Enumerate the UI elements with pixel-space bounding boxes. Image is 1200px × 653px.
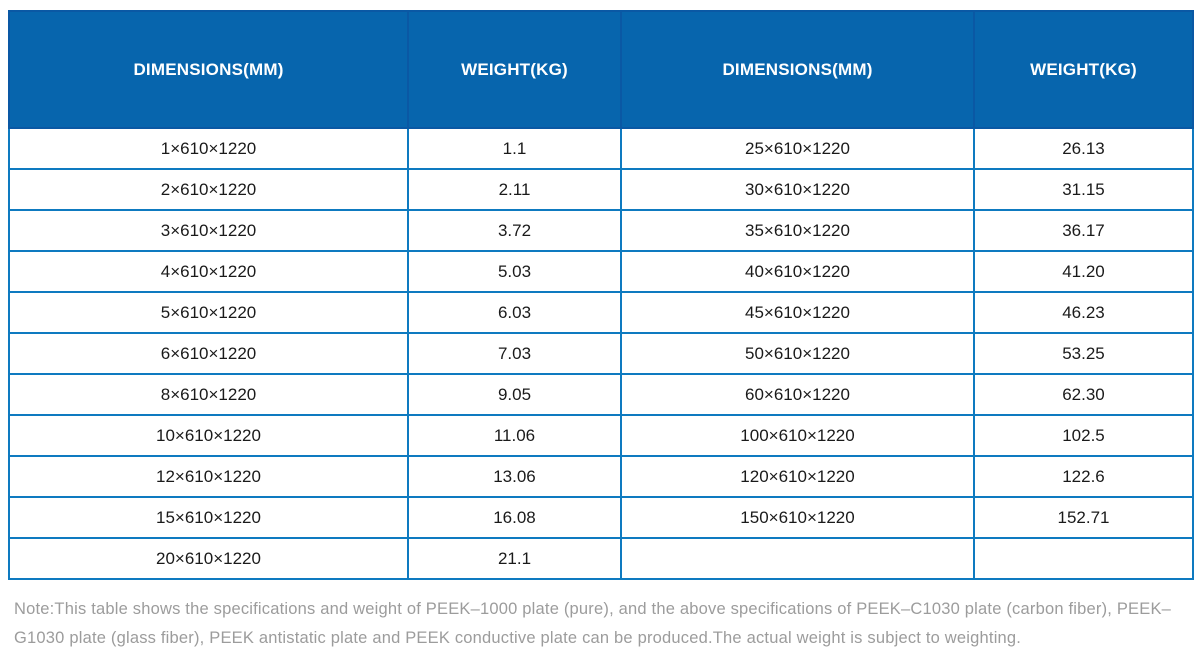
dimension-cell: 4×610×1220 bbox=[8, 250, 409, 293]
dimension-cell: 2×610×1220 bbox=[8, 168, 409, 211]
table-row: 10×610×1220 11.06 100×610×1220 102.5 bbox=[8, 414, 1194, 457]
dimension-cell: 3×610×1220 bbox=[8, 209, 409, 252]
dimension-cell: 5×610×1220 bbox=[8, 291, 409, 334]
weight-cell: 122.6 bbox=[973, 455, 1194, 498]
dimension-cell: 8×610×1220 bbox=[8, 373, 409, 416]
dimension-cell: 6×610×1220 bbox=[8, 332, 409, 375]
weight-cell: 9.05 bbox=[407, 373, 622, 416]
table-row: 12×610×1220 13.06 120×610×1220 122.6 bbox=[8, 455, 1194, 498]
weight-cell: 1.1 bbox=[407, 127, 622, 170]
weight-cell: 41.20 bbox=[973, 250, 1194, 293]
dimension-cell: 10×610×1220 bbox=[8, 414, 409, 457]
dimension-cell: 12×610×1220 bbox=[8, 455, 409, 498]
table-row: 8×610×1220 9.05 60×610×1220 62.30 bbox=[8, 373, 1194, 416]
weight-cell: 152.71 bbox=[973, 496, 1194, 539]
weight-cell: 13.06 bbox=[407, 455, 622, 498]
table-row: 4×610×1220 5.03 40×610×1220 41.20 bbox=[8, 250, 1194, 293]
table-row: 1×610×1220 1.1 25×610×1220 26.13 bbox=[8, 127, 1194, 170]
weight-cell: 7.03 bbox=[407, 332, 622, 375]
dimension-cell: 1×610×1220 bbox=[8, 127, 409, 170]
header-row: DIMENSIONS(MM) WEIGHT(KG) DIMENSIONS(MM)… bbox=[8, 10, 1194, 129]
weight-cell: 6.03 bbox=[407, 291, 622, 334]
table-header: DIMENSIONS(MM) WEIGHT(KG) DIMENSIONS(MM)… bbox=[8, 10, 1194, 129]
table-row: 6×610×1220 7.03 50×610×1220 53.25 bbox=[8, 332, 1194, 375]
weight-cell: 11.06 bbox=[407, 414, 622, 457]
weight-cell: 53.25 bbox=[973, 332, 1194, 375]
weight-cell: 2.11 bbox=[407, 168, 622, 211]
dimension-cell: 25×610×1220 bbox=[620, 127, 975, 170]
dimension-cell: 15×610×1220 bbox=[8, 496, 409, 539]
dimension-cell: 40×610×1220 bbox=[620, 250, 975, 293]
dimension-cell: 150×610×1220 bbox=[620, 496, 975, 539]
dimension-cell: 35×610×1220 bbox=[620, 209, 975, 252]
weight-cell: 46.23 bbox=[973, 291, 1194, 334]
dimension-cell: 100×610×1220 bbox=[620, 414, 975, 457]
dimension-cell: 50×610×1220 bbox=[620, 332, 975, 375]
weight-cell bbox=[973, 537, 1194, 580]
weight-cell: 36.17 bbox=[973, 209, 1194, 252]
weight-cell: 3.72 bbox=[407, 209, 622, 252]
header-weight-left: WEIGHT(KG) bbox=[407, 10, 622, 129]
note-text: Note:This table shows the specifications… bbox=[14, 600, 1172, 647]
header-dimensions-right: DIMENSIONS(MM) bbox=[620, 10, 975, 129]
header-weight-right: WEIGHT(KG) bbox=[973, 10, 1194, 129]
table-row: 20×610×1220 21.1 bbox=[8, 537, 1194, 580]
table-row: 2×610×1220 2.11 30×610×1220 31.15 bbox=[8, 168, 1194, 211]
weight-cell: 26.13 bbox=[973, 127, 1194, 170]
dimension-cell: 20×610×1220 bbox=[8, 537, 409, 580]
table-row: 3×610×1220 3.72 35×610×1220 36.17 bbox=[8, 209, 1194, 252]
spec-table: DIMENSIONS(MM) WEIGHT(KG) DIMENSIONS(MM)… bbox=[8, 10, 1194, 580]
dimension-cell: 120×610×1220 bbox=[620, 455, 975, 498]
weight-cell: 31.15 bbox=[973, 168, 1194, 211]
dimension-cell bbox=[620, 537, 975, 580]
dimension-cell: 45×610×1220 bbox=[620, 291, 975, 334]
weight-cell: 21.1 bbox=[407, 537, 622, 580]
table-body: 1×610×1220 1.1 25×610×1220 26.13 2×610×1220 2… bbox=[8, 127, 1194, 580]
weight-cell: 16.08 bbox=[407, 496, 622, 539]
table-row: 15×610×1220 16.08 150×610×1220 152.71 bbox=[8, 496, 1194, 539]
weight-cell: 102.5 bbox=[973, 414, 1194, 457]
dimension-cell: 60×610×1220 bbox=[620, 373, 975, 416]
table-row: 5×610×1220 6.03 45×610×1220 46.23 bbox=[8, 291, 1194, 334]
weight-cell: 5.03 bbox=[407, 250, 622, 293]
weight-cell: 62.30 bbox=[973, 373, 1194, 416]
dimension-cell: 30×610×1220 bbox=[620, 168, 975, 211]
header-dimensions-left: DIMENSIONS(MM) bbox=[8, 10, 409, 129]
